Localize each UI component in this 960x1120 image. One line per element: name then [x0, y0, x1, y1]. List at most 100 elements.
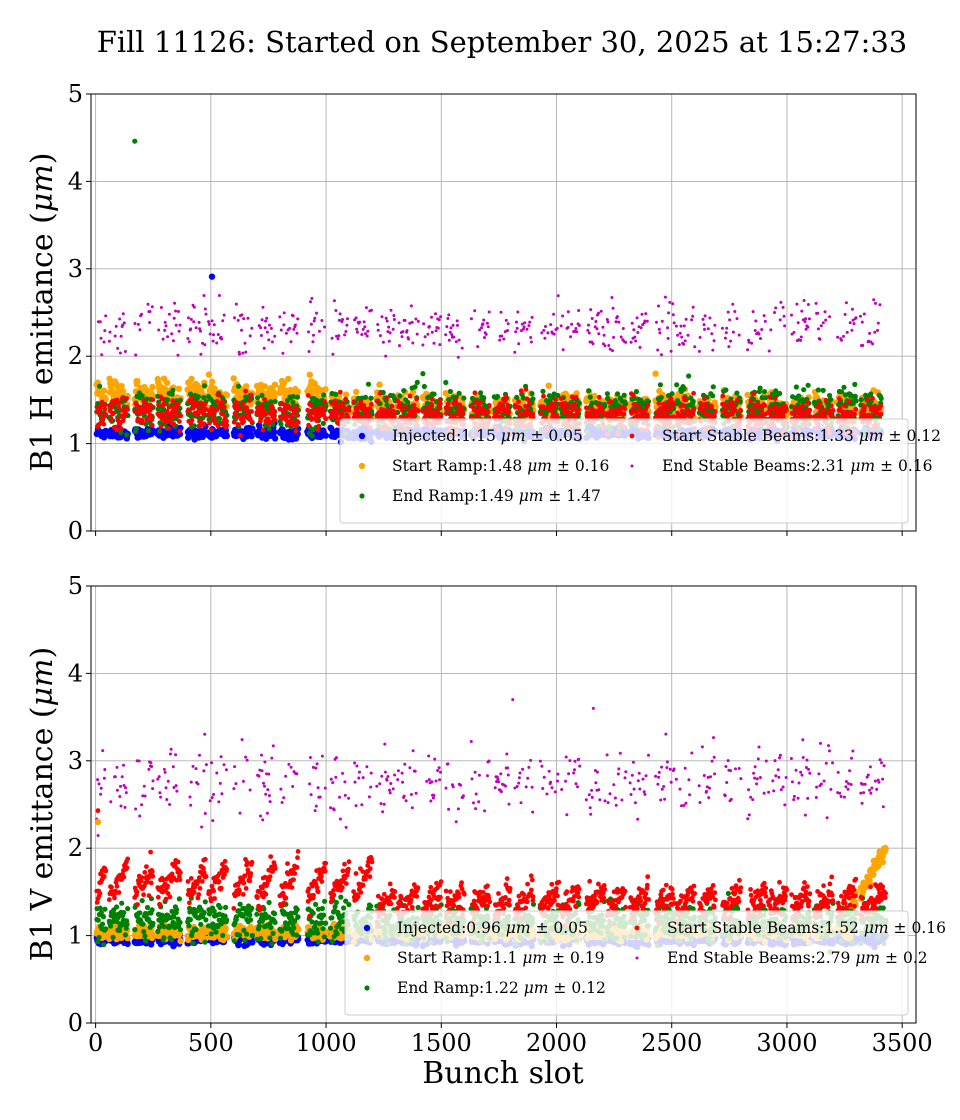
data-point — [320, 420, 326, 426]
data-point — [249, 409, 255, 414]
data-point — [215, 341, 219, 345]
data-point — [494, 393, 501, 400]
data-point — [343, 333, 347, 337]
data-point — [216, 333, 220, 336]
data-point — [401, 330, 405, 334]
data-point — [280, 401, 286, 407]
data-point — [663, 295, 667, 299]
data-point — [556, 294, 560, 298]
data-point — [634, 339, 638, 343]
data-point — [313, 316, 317, 320]
data-point — [392, 410, 398, 416]
data-point — [449, 326, 453, 330]
data-point — [306, 422, 311, 428]
data-point — [113, 334, 117, 338]
data-point — [320, 319, 324, 322]
data-point — [332, 299, 336, 303]
data-point — [203, 307, 207, 311]
data-point — [387, 339, 391, 343]
data-point — [363, 325, 367, 329]
data-point — [391, 327, 395, 331]
data-point — [215, 423, 221, 429]
data-point — [595, 327, 599, 331]
data-point — [599, 405, 605, 411]
data-point — [271, 381, 279, 388]
data-point — [670, 400, 676, 406]
data-point — [99, 336, 103, 340]
data-point — [577, 324, 581, 327]
data-point — [674, 324, 678, 328]
data-point — [552, 332, 556, 336]
data-point — [590, 317, 594, 320]
data-point — [150, 305, 154, 309]
data-point — [358, 320, 362, 324]
data-point — [525, 406, 531, 412]
data-point — [234, 414, 240, 420]
data-point — [414, 317, 418, 321]
data-point — [506, 329, 509, 332]
data-point — [439, 315, 443, 319]
data-point — [392, 314, 396, 317]
data-point — [322, 399, 327, 404]
data-point — [681, 386, 687, 392]
data-point — [482, 318, 486, 322]
data-point — [853, 398, 859, 404]
data-point — [666, 326, 669, 330]
data-point — [610, 296, 614, 299]
data-point — [118, 426, 124, 431]
data-point — [443, 379, 449, 386]
data-point — [427, 325, 431, 328]
data-point — [645, 412, 650, 418]
data-point — [266, 426, 272, 432]
data-point — [450, 333, 454, 337]
data-point — [295, 413, 301, 418]
data-point — [361, 327, 365, 331]
data-point — [486, 325, 490, 329]
data-point — [377, 391, 383, 396]
data-point — [323, 416, 329, 422]
data-point — [265, 330, 269, 334]
data-point — [178, 323, 182, 327]
data-point — [437, 318, 441, 322]
data-point — [772, 396, 778, 401]
data-point — [723, 387, 729, 393]
data-point — [815, 387, 822, 393]
data-point — [710, 393, 716, 399]
data-point — [502, 399, 508, 404]
data-point — [454, 340, 458, 344]
data-point — [333, 391, 339, 397]
data-point — [553, 402, 558, 408]
data-point — [114, 427, 119, 433]
data-point — [170, 332, 174, 336]
data-point — [485, 321, 489, 325]
data-point — [614, 391, 621, 397]
data-point — [829, 413, 835, 418]
data-point — [337, 389, 343, 395]
data-point — [146, 302, 150, 306]
data-point — [111, 410, 117, 416]
data-point — [355, 330, 359, 334]
data-point — [757, 385, 763, 391]
data-point — [241, 419, 247, 425]
data-point — [409, 304, 413, 308]
data-point — [233, 316, 236, 320]
data-point — [584, 405, 589, 411]
data-point — [330, 336, 334, 340]
data-point — [163, 379, 171, 387]
data-point — [192, 320, 196, 324]
data-point — [366, 329, 370, 333]
data-point — [305, 407, 311, 413]
data-point — [189, 417, 195, 423]
data-point — [360, 333, 364, 336]
data-point — [553, 397, 559, 403]
data-point — [207, 420, 213, 426]
data-point — [376, 328, 380, 332]
data-point — [607, 344, 611, 347]
data-point — [604, 391, 611, 397]
data-point — [796, 393, 802, 399]
data-point — [381, 340, 385, 344]
data-point — [148, 321, 152, 324]
data-point — [761, 389, 768, 395]
data-point — [576, 400, 582, 406]
data-point — [140, 420, 146, 426]
